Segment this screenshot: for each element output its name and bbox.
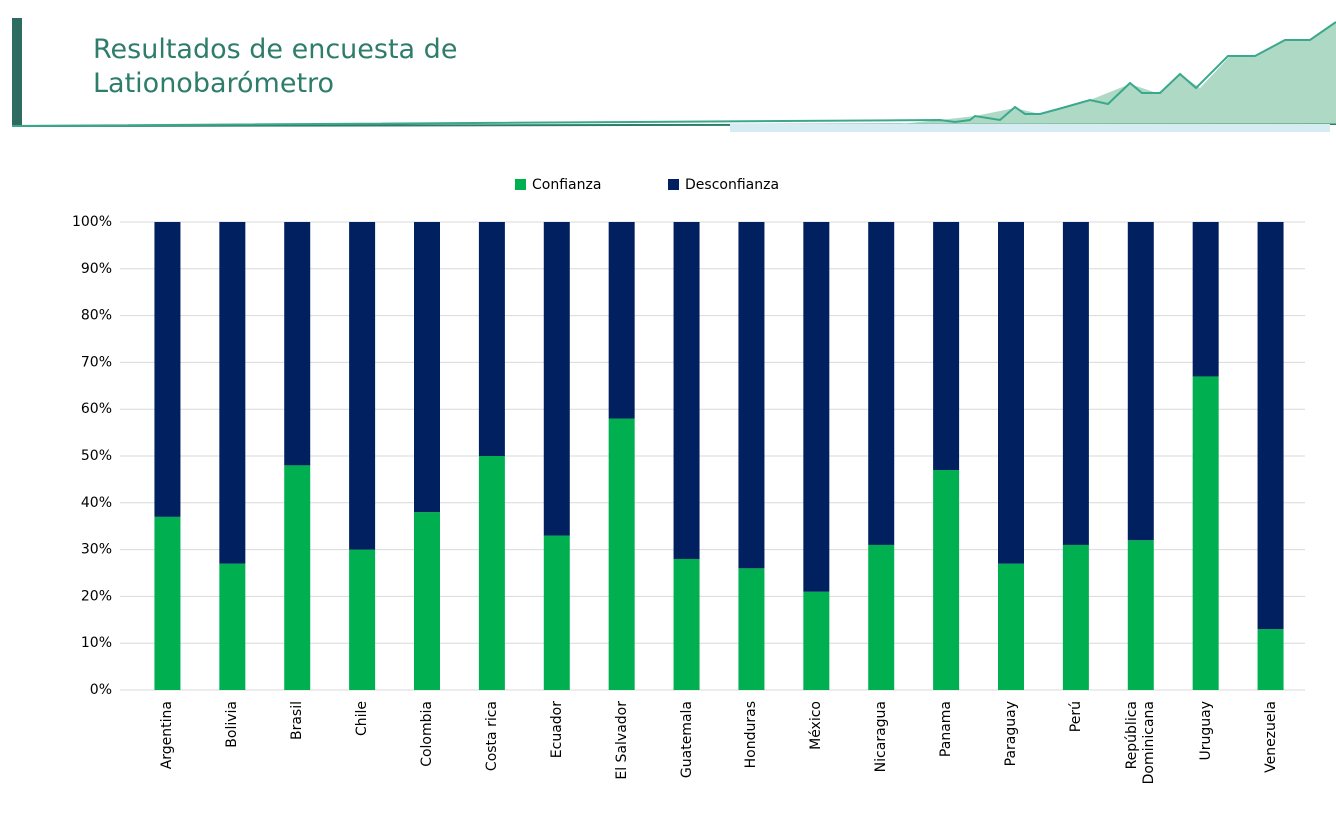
bar-segment (1192, 376, 1219, 690)
x-tick-label: Guatemala (678, 701, 695, 779)
title: Resultados de encuesta de Lationobarómet… (93, 34, 458, 99)
bar-segment (673, 558, 700, 690)
bar-segment (1062, 544, 1089, 690)
bar-segment (284, 222, 311, 466)
x-tick-label: Nicaragua (872, 701, 889, 773)
bar-segment (738, 222, 765, 569)
bar-segment (673, 222, 700, 559)
x-tick-label: Brasil (288, 701, 305, 741)
y-tick-label: 100% (72, 214, 112, 230)
x-tick-label: México (807, 701, 824, 750)
bar-segment (543, 222, 570, 536)
legend-swatch (668, 179, 679, 190)
header-bar (12, 18, 22, 126)
bar-segment (933, 470, 960, 690)
legend-label: Desconfianza (685, 177, 779, 193)
x-tick-label: Panama (937, 701, 954, 758)
x-tick-label: Argentina (158, 701, 175, 770)
bar-segment (284, 465, 311, 690)
bar-segment (998, 563, 1024, 690)
bar-segment (1127, 222, 1154, 541)
bar-segment (1127, 540, 1154, 690)
x-tick-label: Ecuador (548, 701, 565, 759)
bar-segment (933, 222, 960, 471)
bar-segment (219, 222, 246, 564)
y-tick-label: 0% (90, 682, 112, 698)
bar-segment (738, 568, 765, 690)
header-decoration (900, 22, 1336, 124)
x-tick-label: Colombia (418, 701, 435, 767)
y-tick-label: 20% (81, 588, 112, 604)
bar-segment (414, 512, 440, 690)
bar-segment (608, 418, 635, 690)
bar-segment (868, 544, 895, 690)
bar-segment (478, 222, 505, 456)
header-band (730, 124, 1330, 132)
x-tick-label: Venezuela (1262, 701, 1279, 773)
bar-segment (478, 456, 505, 690)
y-tick-label: 70% (81, 354, 112, 370)
bar-segment (998, 222, 1024, 564)
x-tick-label: Costa rica (483, 701, 500, 772)
bar-segment (1062, 222, 1089, 545)
bar-segment (803, 591, 830, 690)
y-tick-label: 80% (81, 308, 112, 324)
bar-segment (154, 222, 181, 517)
x-tick-label: Chile (353, 701, 370, 737)
legend-label: Confianza (532, 177, 601, 193)
x-tick-label: Bolivia (223, 701, 240, 748)
bar-segment (1257, 222, 1284, 630)
y-tick-label: 90% (81, 261, 112, 277)
bar-segment (543, 535, 570, 690)
bar-segment (1257, 629, 1284, 690)
y-tick-label: 10% (81, 635, 112, 651)
legend-swatch (515, 179, 526, 190)
bar-segment (803, 222, 830, 592)
bar-segment (219, 563, 246, 690)
header-line (11, 21, 1336, 127)
y-tick-label: 30% (81, 542, 112, 558)
bar-segment (1192, 222, 1219, 377)
x-tick-label: Perú (1067, 701, 1084, 733)
x-tick-label: Paraguay (1002, 701, 1019, 767)
bar-segment (154, 516, 181, 690)
x-tick-label: El Salvador (613, 701, 630, 780)
bar-segment (414, 222, 440, 513)
bar-segment (608, 222, 635, 419)
x-tick-label: Honduras (742, 701, 759, 769)
bar-segment (868, 222, 895, 545)
x-tick-label: Uruguay (1197, 701, 1214, 761)
bar-segment (349, 222, 376, 550)
y-tick-label: 50% (81, 448, 112, 464)
y-tick-label: 60% (81, 401, 112, 417)
x-tick-label: República Dominicana (1123, 701, 1157, 785)
bar-segment (349, 549, 376, 690)
y-tick-label: 40% (81, 495, 112, 511)
